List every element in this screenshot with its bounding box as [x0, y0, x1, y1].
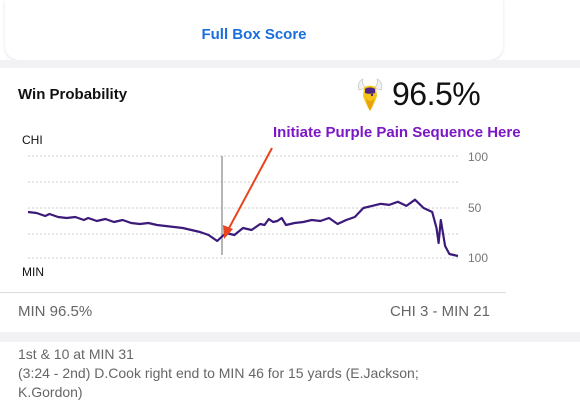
y-tick-label: 50	[468, 201, 482, 215]
annotation-arrowhead	[223, 225, 233, 239]
full-box-score-link[interactable]: Full Box Score	[201, 26, 307, 43]
top-card	[5, 0, 503, 60]
y-tick-label: 100	[468, 251, 488, 265]
section-separator	[0, 332, 580, 342]
play-detail-continued: K.Gordon)	[18, 384, 83, 400]
win-probability-summary: MIN 96.5%	[18, 303, 93, 320]
annotation-arrow	[227, 147, 273, 231]
annotation-text: Initiate Purple Pain Sequence Here	[273, 124, 521, 141]
bottom-team-label: MIN	[22, 265, 44, 279]
vikings-logo-icon	[357, 78, 383, 111]
win-probability-value: 96.5%	[392, 76, 481, 112]
play-detail: (3:24 - 2nd) D.Cook right end to MIN 46 …	[18, 365, 419, 381]
divider	[0, 292, 506, 293]
win-probability-line	[27, 198, 459, 258]
play-situation: 1st & 10 at MIN 31	[18, 346, 134, 362]
y-tick-label: 100	[468, 150, 488, 164]
score-summary: CHI 3 - MIN 21	[389, 303, 490, 320]
play-description: 1st & 10 at MIN 31 (3:24 - 2nd) D.Cook r…	[18, 345, 488, 402]
win-probability-chart: CHI MIN 100 50 100	[22, 133, 488, 279]
win-probability-title: Win Probability	[18, 86, 128, 103]
top-team-label: CHI	[22, 133, 43, 147]
section-gap	[0, 60, 580, 68]
